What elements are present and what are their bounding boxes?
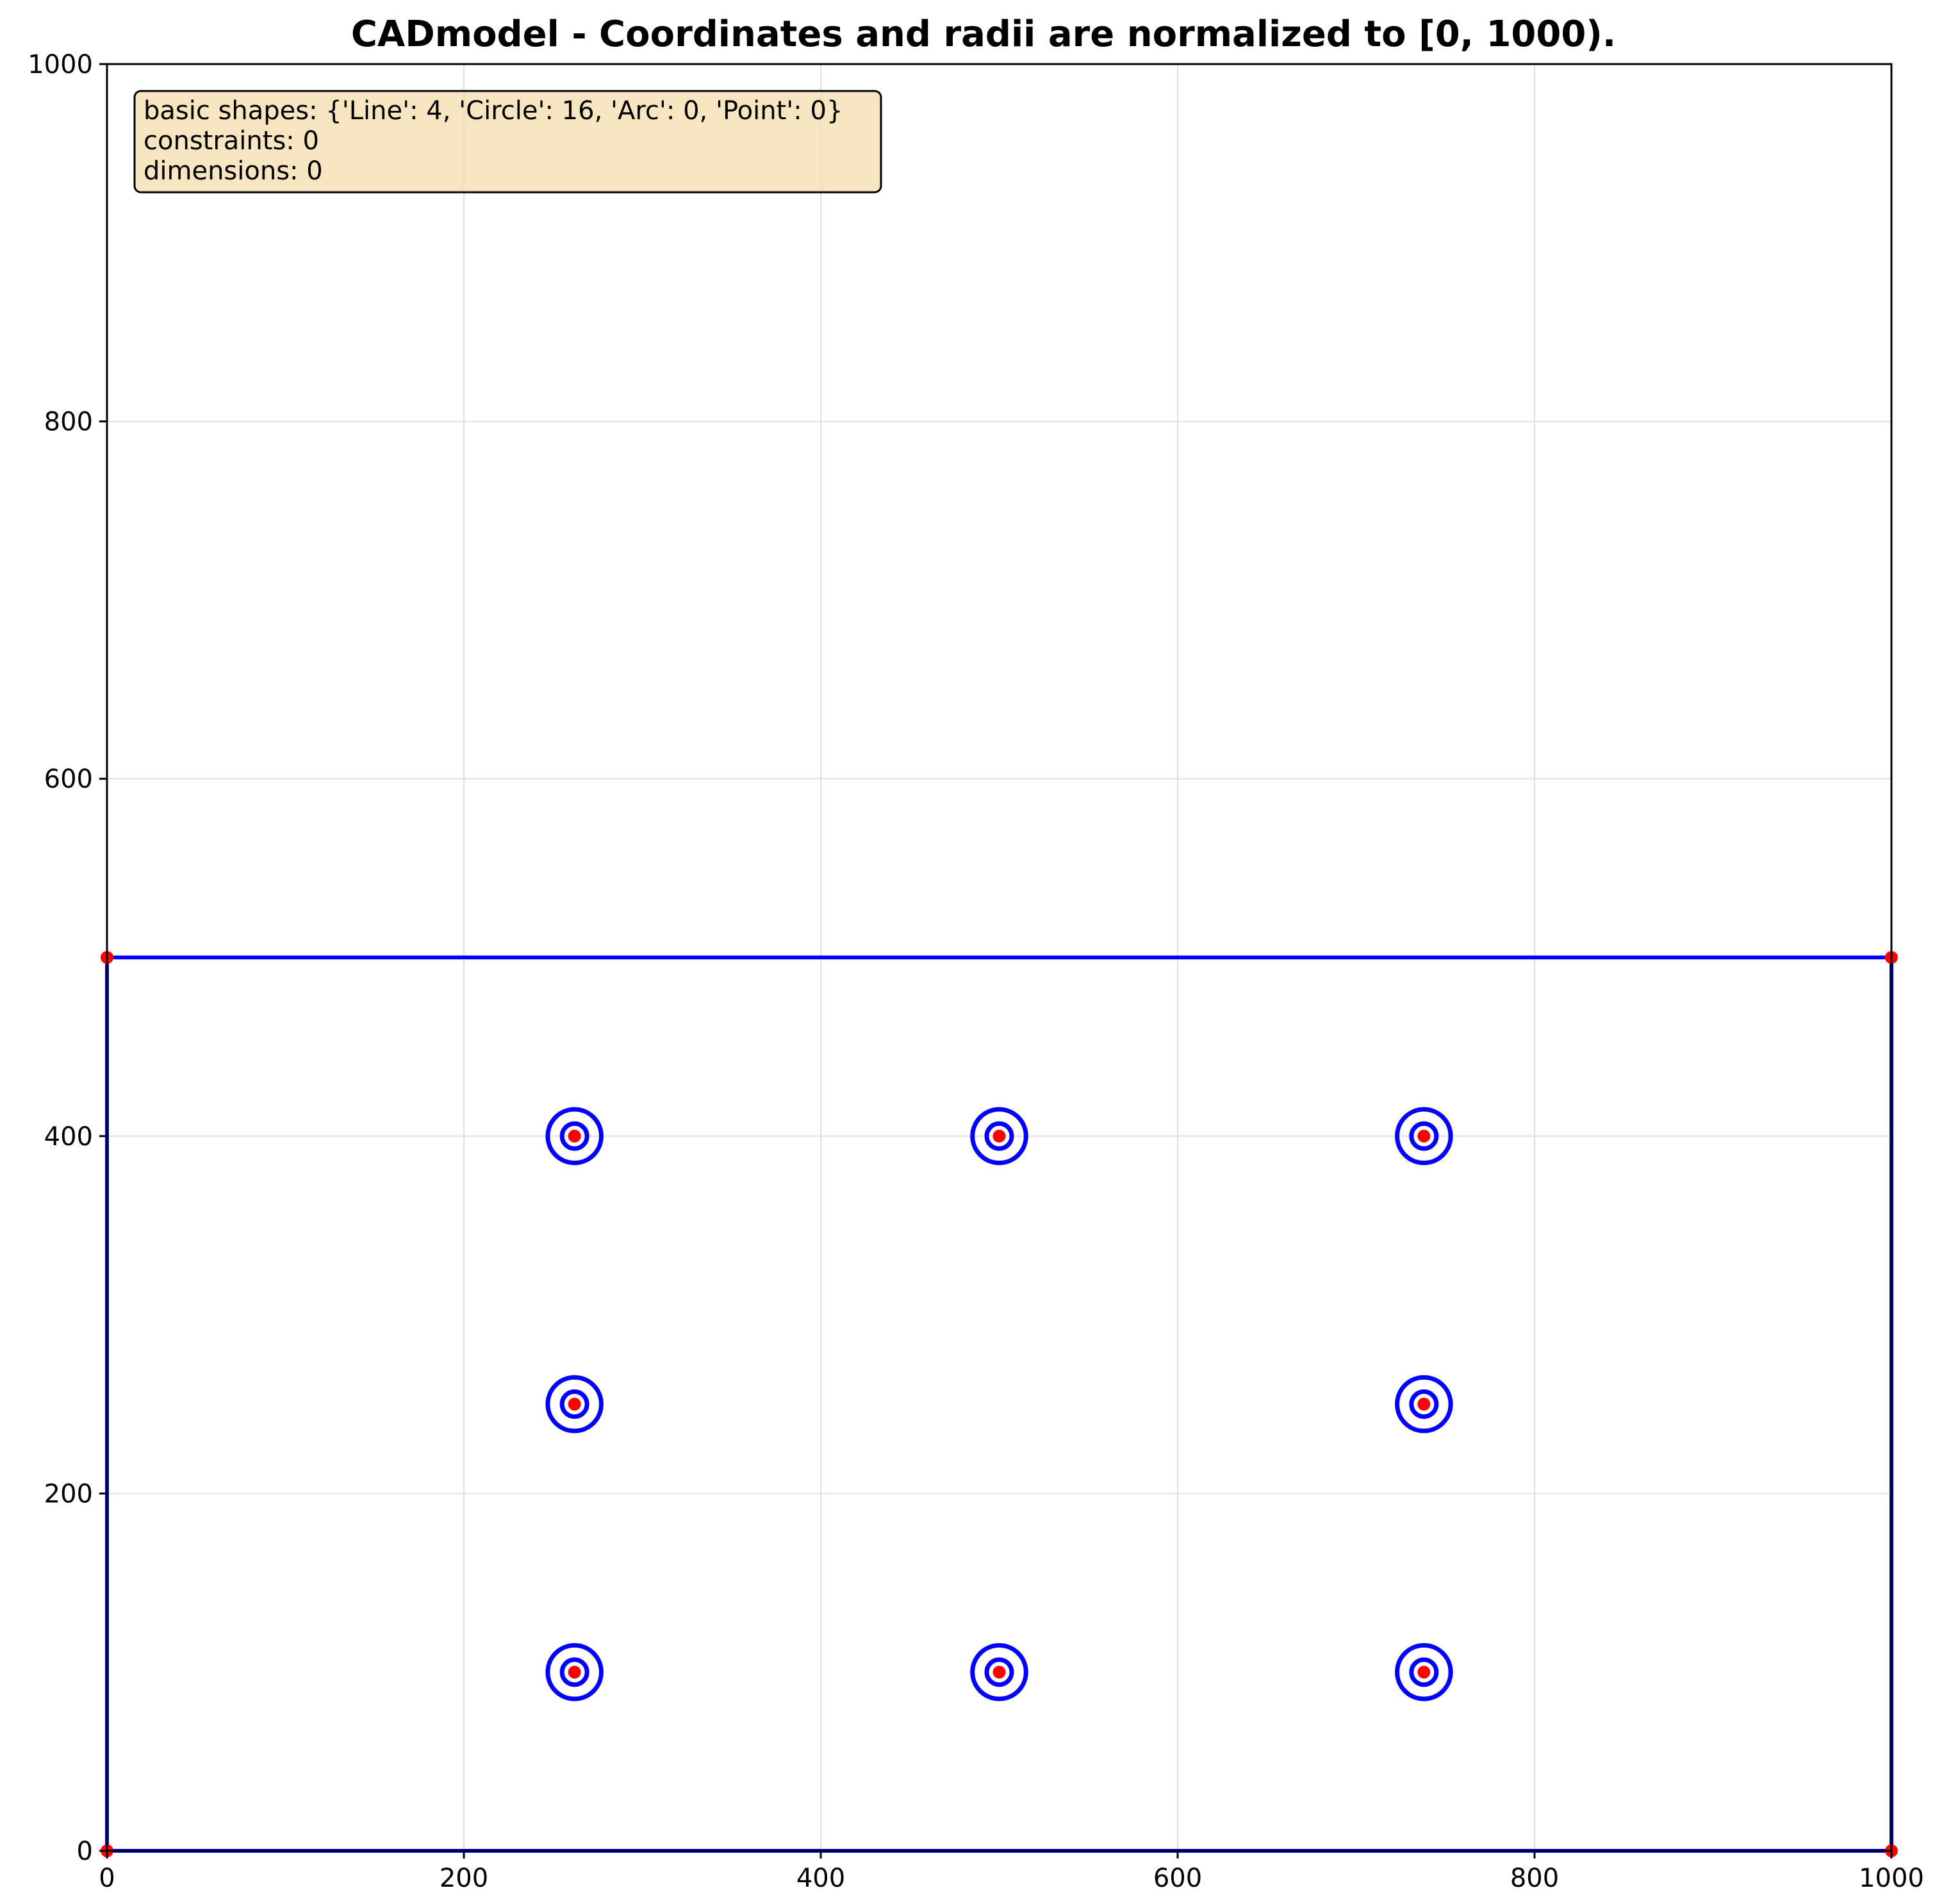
info-box: basic shapes: {'Line': 4, 'Circle': 16, … (133, 90, 882, 194)
cad-circle (1395, 1107, 1453, 1166)
cad-point (1417, 1129, 1431, 1143)
cad-circle (1395, 1375, 1453, 1434)
cad-point (1417, 1666, 1431, 1679)
cad-circle (559, 1657, 589, 1687)
cad-circle (1409, 1121, 1439, 1151)
cad-point (568, 1666, 581, 1679)
x-tick-label: 1000 (1859, 1864, 1924, 1893)
cad-circle (970, 1107, 1028, 1166)
cad-point (568, 1129, 581, 1143)
cad-points (101, 951, 1898, 1857)
cad-circle (970, 1643, 1028, 1701)
cad-circle (545, 1375, 604, 1434)
cad-point (992, 1129, 1006, 1143)
y-tick-label: 1000 (28, 50, 93, 79)
cad-shapes (105, 956, 1893, 1853)
x-tick-label: 400 (796, 1864, 845, 1893)
x-tick-label: 0 (99, 1864, 115, 1893)
info-dimensions-text: dimensions: 0 (144, 156, 323, 186)
info-box-background (133, 90, 882, 194)
axis-ticks: 0 200 400 600 800 1000 0 200 400 600 800 1000 (28, 50, 1924, 1893)
info-constraints-text: constraints: 0 (144, 126, 319, 156)
cad-point (992, 1666, 1006, 1679)
y-tick-label: 0 (77, 1837, 93, 1866)
chart-title: CADmodel - Coordinates and radii are nor… (351, 13, 1616, 55)
y-tick-label: 600 (44, 765, 93, 794)
plot-frame (106, 63, 1893, 1852)
cad-circle (984, 1121, 1014, 1151)
y-tick-label: 400 (44, 1122, 93, 1152)
x-tick-label: 800 (1510, 1864, 1559, 1893)
cad-circle (1409, 1389, 1439, 1419)
cad-circle (545, 1107, 604, 1166)
y-tick-label: 200 (44, 1479, 93, 1509)
cad-circle (1409, 1657, 1439, 1687)
info-shapes-text: basic shapes: {'Line': 4, 'Circle': 16, … (144, 96, 843, 126)
cad-circle (559, 1389, 589, 1419)
y-tick-label: 800 (44, 408, 93, 437)
cad-circle (559, 1121, 589, 1151)
x-tick-label: 200 (440, 1864, 488, 1893)
x-tick-label: 600 (1153, 1864, 1202, 1893)
cad-circle (984, 1657, 1014, 1687)
cad-point (1417, 1398, 1431, 1411)
cad-circle (1395, 1643, 1453, 1701)
cad-circle (545, 1643, 604, 1701)
cad-point (568, 1398, 581, 1411)
